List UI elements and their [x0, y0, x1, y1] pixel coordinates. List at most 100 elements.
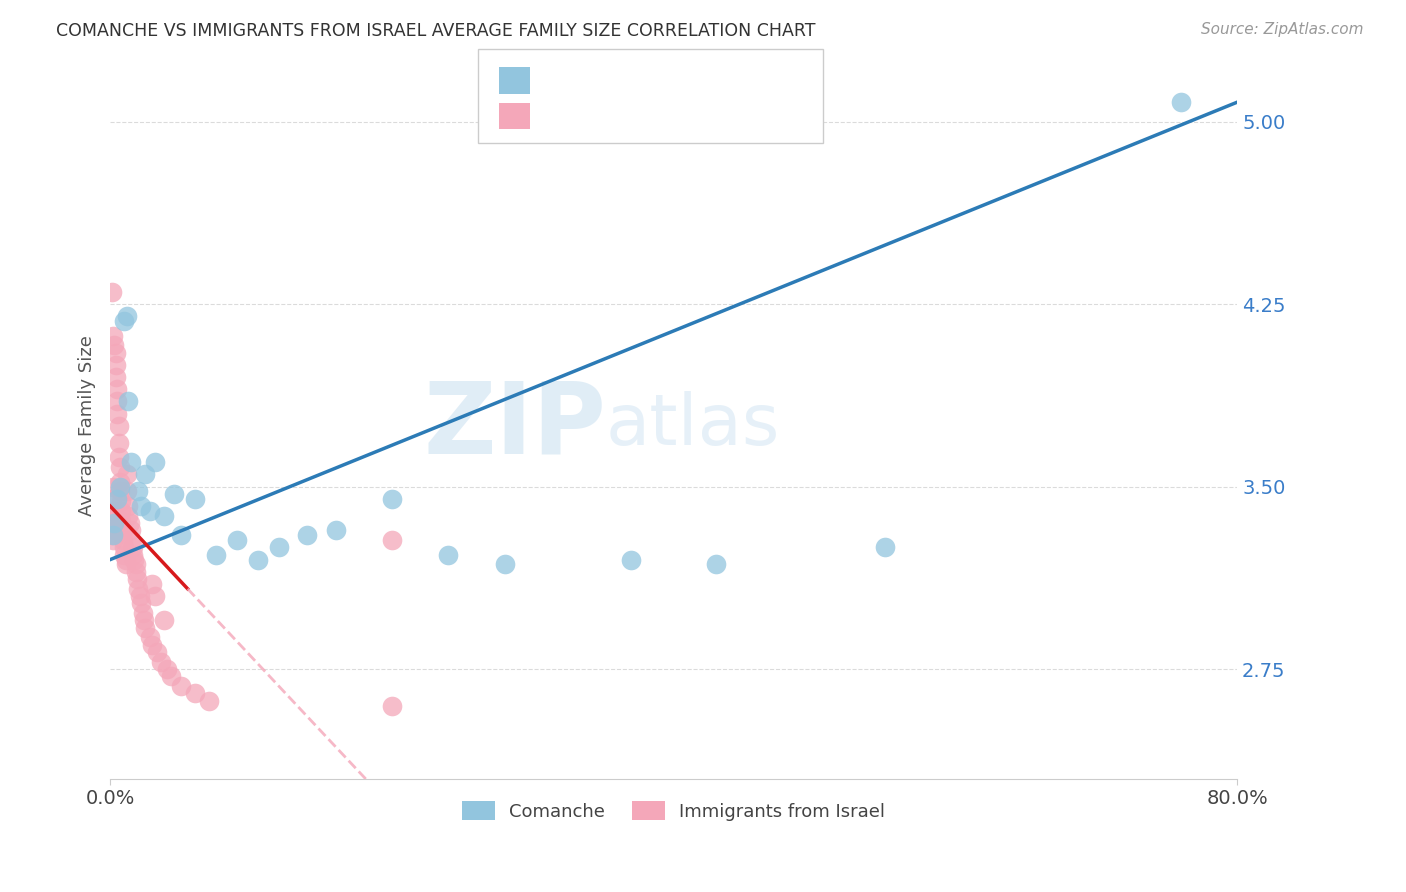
Point [110, 494, 132, 508]
Point [143, 589, 166, 603]
Point [704, 558, 727, 572]
Point [381, 698, 404, 713]
Point [101, 328, 124, 343]
Text: ZIP: ZIP [423, 377, 606, 475]
Point [124, 565, 146, 579]
Point [169, 679, 191, 693]
Text: R =  0.646   N = 30: R = 0.646 N = 30 [541, 70, 725, 90]
Point [103, 524, 125, 538]
Point [100, 285, 122, 299]
Point [494, 558, 516, 572]
Point [197, 694, 219, 708]
Point [117, 394, 139, 409]
Point [122, 552, 145, 566]
Point [115, 484, 138, 499]
Point [118, 516, 141, 530]
Point [108, 484, 131, 499]
Text: atlas: atlas [606, 392, 780, 460]
Point [155, 662, 177, 676]
Point [104, 346, 127, 360]
Point [108, 460, 131, 475]
Point [104, 370, 127, 384]
Point [121, 548, 143, 562]
Point [131, 606, 153, 620]
Point [101, 533, 124, 548]
Point [149, 655, 172, 669]
Point [125, 572, 148, 586]
Point [117, 508, 139, 523]
Point [108, 480, 131, 494]
Point [128, 589, 150, 603]
Point [1170, 95, 1192, 110]
Point [204, 548, 226, 562]
Point [107, 450, 129, 465]
Point [112, 314, 135, 328]
Point [437, 548, 460, 562]
Point [620, 552, 643, 566]
Point [104, 358, 127, 372]
Point [145, 645, 167, 659]
Point [105, 382, 128, 396]
Point [121, 541, 143, 555]
Point [108, 475, 131, 489]
Point [101, 528, 124, 542]
Point [101, 480, 124, 494]
Point [120, 524, 142, 538]
Point [269, 541, 291, 555]
Point [100, 528, 122, 542]
Legend: Comanche, Immigrants from Israel: Comanche, Immigrants from Israel [453, 792, 894, 830]
Point [124, 558, 146, 572]
Text: Source: ZipAtlas.com: Source: ZipAtlas.com [1201, 22, 1364, 37]
Point [169, 528, 191, 542]
Point [114, 552, 136, 566]
Point [183, 491, 205, 506]
Point [110, 504, 132, 518]
Point [247, 552, 270, 566]
Point [112, 541, 135, 555]
Y-axis label: Average Family Size: Average Family Size [79, 335, 96, 516]
Point [114, 558, 136, 572]
Point [105, 491, 128, 506]
Point [129, 499, 152, 513]
Point [127, 582, 149, 596]
Point [105, 407, 128, 421]
Point [115, 310, 138, 324]
Point [381, 491, 404, 506]
Point [107, 418, 129, 433]
Point [103, 338, 125, 352]
Point [226, 533, 249, 548]
Point [111, 524, 134, 538]
Text: COMANCHE VS IMMIGRANTS FROM ISRAEL AVERAGE FAMILY SIZE CORRELATION CHART: COMANCHE VS IMMIGRANTS FROM ISRAEL AVERA… [56, 22, 815, 40]
Point [134, 621, 156, 635]
Point [105, 394, 128, 409]
Point [117, 499, 139, 513]
Point [127, 484, 149, 499]
Point [143, 455, 166, 469]
Point [325, 524, 347, 538]
Point [141, 577, 163, 591]
Point [873, 541, 896, 555]
Point [129, 596, 152, 610]
Point [183, 686, 205, 700]
Point [159, 669, 181, 683]
Point [101, 504, 124, 518]
Point [152, 614, 174, 628]
Point [141, 638, 163, 652]
Point [115, 467, 138, 482]
Point [152, 508, 174, 523]
Point [100, 508, 122, 523]
Point [138, 504, 160, 518]
Point [112, 548, 135, 562]
Point [134, 467, 156, 482]
Point [297, 528, 319, 542]
Point [120, 533, 142, 548]
Point [110, 514, 132, 528]
Point [103, 516, 125, 530]
Point [107, 435, 129, 450]
Point [138, 631, 160, 645]
Point [381, 533, 404, 548]
Point [111, 533, 134, 548]
Point [162, 487, 184, 501]
Point [120, 455, 142, 469]
Point [103, 516, 125, 530]
